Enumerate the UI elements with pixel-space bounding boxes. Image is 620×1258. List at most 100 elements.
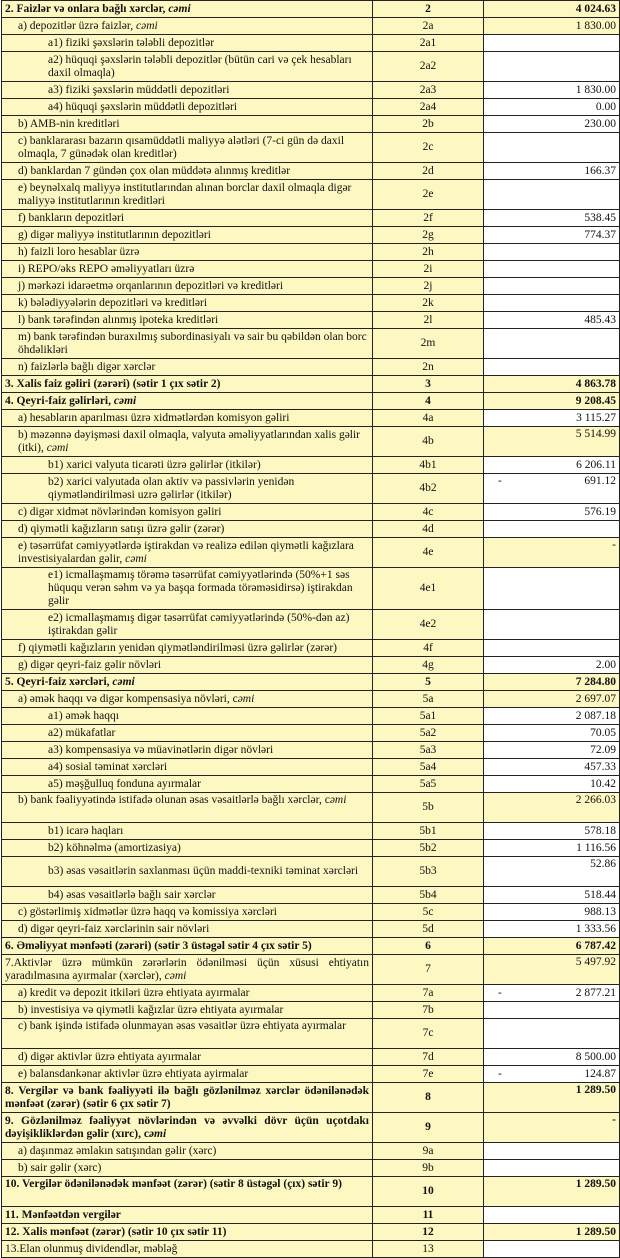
- row-value: 538.45: [483, 209, 620, 227]
- table-row: c) bank işində istifadə olunmayan əsas v…: [1, 1018, 620, 1049]
- row-label: k) bələdiyyələrin depozitləri və kreditl…: [1, 294, 373, 312]
- row-label: a) əmək haqqı və digər kompensasiya növl…: [1, 690, 373, 708]
- table-row: 2. Faizlər və onlara bağlı xərclər, cəmi…: [1, 0, 620, 18]
- row-value: 1 289.50: [483, 1082, 620, 1113]
- row-value: 576.19: [483, 503, 620, 521]
- label-emphasis: əmi: [237, 692, 255, 705]
- label-text: f) qiymətli kağızların yenidən qiymətlən…: [18, 641, 337, 654]
- label-text: c) bank işində istifadə olunmayan əsas v…: [18, 1020, 346, 1032]
- value-text: 578.18: [584, 824, 616, 837]
- table-row: 13.Elan olunmuş dividendlər, məbləğ 13: [1, 1240, 620, 1258]
- row-label: 13.Elan olunmuş dividendlər, məbləğ: [1, 1240, 373, 1258]
- row-value: 0.00: [483, 98, 620, 116]
- row-label: h) faizli loro hesablar üzrə: [1, 243, 373, 261]
- table-row: a1) əmək haqqı 5a1 2 087.18: [1, 707, 620, 725]
- row-code: 5b1: [372, 822, 484, 840]
- table-row: m) bank tərəfindən buraxılmış subordinas…: [1, 328, 620, 359]
- label-text: e1) icmallaşmamış törəmə təsərrüfat cəmi…: [48, 569, 353, 607]
- row-value: [483, 260, 620, 278]
- row-code: 4b2: [372, 473, 484, 504]
- row-label: g) digər qeyri-faiz gəlir növləri: [1, 656, 373, 674]
- label-text: d) banklardan 7 gündən çox olan müddətə …: [18, 164, 291, 177]
- table-row: b2) xarici valyutada olan aktiv və passi…: [1, 473, 620, 504]
- label-text: f) bankların depozitləri: [18, 211, 125, 224]
- table-row: a1) fiziki şəxslərin tələbli depozitlər 2…: [1, 34, 620, 52]
- row-code: 2h: [372, 243, 484, 261]
- table-row: d) banklardan 7 gündən çox olan müddətə …: [1, 162, 620, 180]
- row-code: 4a: [372, 409, 484, 427]
- label-text: e) balansdankənar aktivlər üzrə ehtiyata…: [18, 1067, 249, 1080]
- row-value: [483, 34, 620, 52]
- label-text: a) kredit və depozit itkiləri üzrə ehtiy…: [18, 986, 250, 999]
- value-text: 2 697.07: [575, 692, 616, 705]
- row-value: 457.33: [483, 758, 620, 776]
- table-row: 10. Vergilər ödənilənədək mənfəət (zərər…: [1, 1176, 620, 1207]
- value-text: 6 206.11: [576, 458, 616, 471]
- row-value: 6 206.11: [483, 456, 620, 474]
- table-row: b1) icarə haqları 5b1 578.18: [1, 822, 620, 840]
- table-row: c) digər xidmət növlərindən komisyon gəl…: [1, 503, 620, 521]
- value-text: 52.86: [590, 858, 616, 870]
- row-code: 4d: [372, 520, 484, 538]
- label-emphasis: cəmi: [135, 19, 158, 32]
- row-label: b) investisiya və qiymətli kağızlar üzrə…: [1, 1001, 373, 1019]
- value-text: 2 266.03: [575, 794, 616, 806]
- value-text: 5 497.92: [575, 956, 616, 968]
- row-label: 5. Qeyri-faiz xərcləri, cəmi: [1, 673, 373, 691]
- row-label: b2) köhnəlmə (amortizasiya): [1, 839, 373, 857]
- label-text: b2) köhnəlmə (amortizasiya): [48, 841, 181, 854]
- row-code: 2k: [372, 294, 484, 312]
- table-row: c) göstərlimiş xidmətlər üzrə haqq və ko…: [1, 903, 620, 921]
- row-label: b3) əsas vəsaitlərin saxlanması üçün mad…: [1, 856, 373, 887]
- row-code: 2a1: [372, 34, 484, 52]
- value-text: 576.19: [584, 505, 616, 518]
- row-code: 4c: [372, 503, 484, 521]
- label-text: d) qiymətli kağızların satışı üzrə gəlir…: [18, 522, 225, 535]
- row-label: a2) hüquqi şəxslərin tələbli depozitlər …: [1, 51, 373, 82]
- row-label: a5) məşğulluq fonduna ayırmalar: [1, 775, 373, 793]
- row-label: c) bank işində istifadə olunmayan əsas v…: [1, 1018, 373, 1049]
- table-row: a5) məşğulluq fonduna ayırmalar 5a5 10.42: [1, 775, 620, 793]
- row-value: 5 514.99: [483, 426, 620, 457]
- row-label: c) göstərlimiş xidmətlər üzrə haqq və ko…: [1, 903, 373, 921]
- value-text: 1 830.00: [575, 19, 616, 32]
- row-code: 11: [372, 1206, 484, 1224]
- value-text: 1 289.50: [575, 1178, 616, 1190]
- value-text: 7 284.80: [575, 675, 616, 688]
- row-value: 578.18: [483, 822, 620, 840]
- label-text: a4) sosial təminat xərcləri: [48, 760, 168, 773]
- label-text: a) depozitlər üzrə faizlər,: [18, 19, 136, 32]
- table-row: e) beynəlxalq maliyyə institutlarından a…: [1, 179, 620, 210]
- label-text: 13.Elan olunmuş dividendlər, məbləğ: [5, 1242, 178, 1255]
- row-label: e) beynəlxalq maliyyə institutlarından a…: [1, 179, 373, 210]
- row-value: 4 024.63: [483, 0, 620, 18]
- row-value: [483, 179, 620, 210]
- row-label: m) bank tərəfindən buraxılmış subordinas…: [1, 328, 373, 359]
- value-text: 1 289.50: [575, 1225, 616, 1238]
- table-row: b4) əsas vəsaitlərlə bağlı sair xərclər 5…: [1, 886, 620, 904]
- value-text: 988.13: [584, 905, 616, 918]
- label-text: e2) icmallaşmamış digər təsərrüfat cəmiy…: [48, 611, 350, 637]
- row-label: g) digər maliyyə institutlarının depozit…: [1, 226, 373, 244]
- row-label: c) digər xidmət növlərindən komisyon gəl…: [1, 503, 373, 521]
- row-code: 2g: [372, 226, 484, 244]
- row-code: 9: [372, 1112, 484, 1143]
- label-text: a) daşınmaz əmlakın satışından gəlir (xə…: [18, 1144, 217, 1157]
- label-text: c) göstərlimiş xidmətlər üzrə haqq və ko…: [18, 905, 277, 918]
- value-text: 9 208.45: [575, 394, 616, 407]
- table-row: b) investisiya və qiymətli kağızlar üzrə…: [1, 1001, 620, 1019]
- row-code: 3: [372, 375, 484, 393]
- table-row: b) məzənnə dəyişməsi daxil olmaqla, valy…: [1, 426, 620, 457]
- row-code: 5c: [372, 903, 484, 921]
- table-row: 6. Əməliyyat mənfəəti (zərəri) (sətir 3 …: [1, 937, 620, 955]
- negative-sign: -: [498, 986, 502, 999]
- row-value: 5 497.92: [483, 954, 620, 985]
- row-value: 1 830.00: [483, 81, 620, 99]
- table-row: j) mərkəzi idarəetmə orqanlarının depozi…: [1, 277, 620, 295]
- label-text: 10. Vergilər ödənilənədək mənfəət (zərər…: [5, 1178, 342, 1190]
- value-text: 166.37: [584, 164, 616, 177]
- table-row: 5. Qeyri-faiz xərcləri, cəmi 5 7 284.80: [1, 673, 620, 691]
- row-value: [483, 1159, 620, 1177]
